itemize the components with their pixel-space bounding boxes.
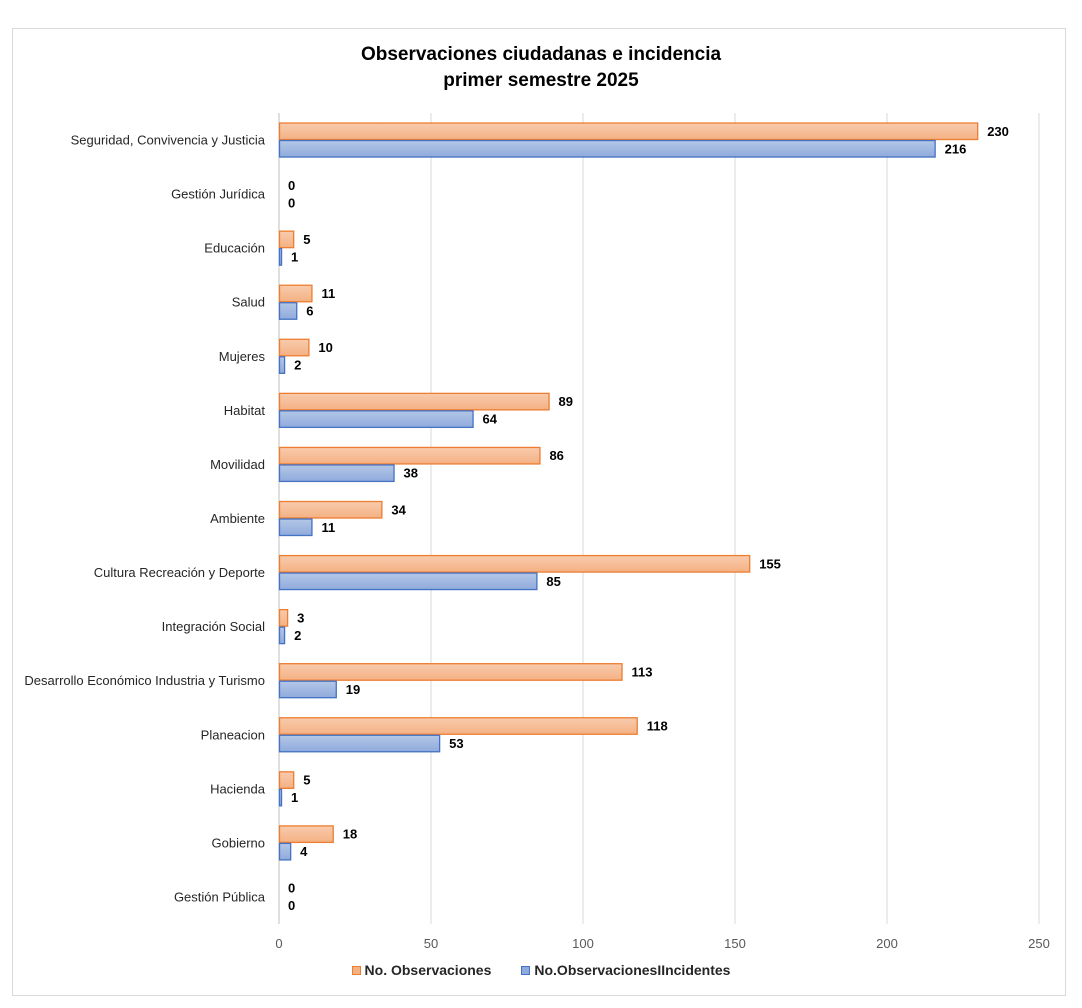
value-label-observaciones-9: 3 <box>297 610 304 625</box>
value-label-incidentes-3: 6 <box>306 303 313 318</box>
bar-observaciones-0 <box>278 122 979 141</box>
legend: No. Observaciones No.ObservacionesIIncid… <box>0 962 1082 978</box>
category-label-6: Movilidad <box>210 457 265 472</box>
bar-incidentes-11 <box>278 734 441 753</box>
bar-observaciones-7 <box>278 500 383 519</box>
bar-incidentes-13 <box>278 842 292 861</box>
value-label-observaciones-3: 11 <box>321 286 335 301</box>
legend-item-incidentes: No.ObservacionesIIncidentes <box>521 962 730 978</box>
bar-incidentes-2 <box>278 248 283 266</box>
value-label-observaciones-10: 113 <box>632 664 653 679</box>
value-label-observaciones-1: 0 <box>288 178 295 193</box>
value-label-incidentes-0: 216 <box>945 141 967 156</box>
category-label-0: Seguridad, Convivencia y Justicia <box>71 133 266 148</box>
bar-incidentes-4 <box>278 356 286 374</box>
value-label-observaciones-8: 155 <box>759 556 781 571</box>
value-label-incidentes-2: 1 <box>291 249 298 264</box>
legend-item-observaciones: No. Observaciones <box>351 962 492 978</box>
value-label-observaciones-2: 5 <box>303 232 310 247</box>
x-tick-label-150: 150 <box>724 936 746 951</box>
value-label-incidentes-13: 4 <box>300 844 308 859</box>
legend-label-observaciones: No. Observaciones <box>364 962 492 978</box>
category-label-11: Planeacion <box>201 727 265 742</box>
category-label-3: Salud <box>232 295 265 310</box>
value-label-incidentes-12: 1 <box>291 790 298 805</box>
bar-observaciones-2 <box>278 230 295 249</box>
bar-observaciones-8 <box>278 554 751 573</box>
value-label-incidentes-4: 2 <box>294 358 301 373</box>
bar-observaciones-12 <box>278 771 295 789</box>
bar-incidentes-12 <box>278 788 283 807</box>
category-label-9: Integración Social <box>162 619 265 634</box>
chart-title-line-2: primer semestre 2025 <box>443 70 639 91</box>
value-label-incidentes-14: 0 <box>288 898 295 913</box>
legend-swatch-observaciones <box>351 965 361 975</box>
value-label-incidentes-9: 2 <box>294 628 301 643</box>
value-label-observaciones-13: 18 <box>343 827 357 842</box>
category-label-10: Desarrollo Económico Industria y Turismo <box>24 673 265 688</box>
value-label-observaciones-6: 86 <box>549 448 563 463</box>
x-tick-label-200: 200 <box>876 936 898 951</box>
chart-title: Observaciones ciudadanas e incidencia pr… <box>0 42 1082 94</box>
category-label-5: Habitat <box>224 403 266 418</box>
value-label-incidentes-6: 38 <box>404 466 418 481</box>
legend-swatch-incidentes <box>521 965 531 975</box>
value-label-incidentes-10: 19 <box>346 682 360 697</box>
value-label-observaciones-11: 118 <box>647 719 668 734</box>
category-label-8: Cultura Recreación y Deporte <box>94 565 265 580</box>
value-label-observaciones-7: 34 <box>391 502 406 517</box>
category-label-2: Educación <box>204 241 265 256</box>
value-label-incidentes-11: 53 <box>449 736 463 751</box>
bar-incidentes-6 <box>278 464 395 483</box>
x-tick-label-0: 0 <box>275 936 282 951</box>
category-label-14: Gestión Pública <box>174 889 266 904</box>
bar-observaciones-9 <box>278 608 289 627</box>
bar-incidentes-5 <box>278 410 474 429</box>
bar-incidentes-9 <box>278 626 286 645</box>
category-label-4: Mujeres <box>219 349 266 364</box>
bar-incidentes-0 <box>278 139 936 158</box>
chart-frame <box>12 28 1066 996</box>
category-label-1: Gestión Jurídica <box>171 187 266 202</box>
value-label-observaciones-4: 10 <box>318 340 332 355</box>
category-label-7: Ambiente <box>210 511 265 526</box>
bar-incidentes-7 <box>278 518 313 537</box>
legend-label-incidentes: No.ObservacionesIIncidentes <box>534 962 731 978</box>
bar-observaciones-11 <box>278 717 638 735</box>
bars <box>278 122 979 861</box>
x-tick-label-50: 50 <box>424 936 438 951</box>
bar-incidentes-10 <box>278 680 337 699</box>
bar-observaciones-10 <box>278 663 623 681</box>
bar-incidentes-3 <box>278 302 298 320</box>
grid-lines <box>278 113 1040 924</box>
bar-incidentes-8 <box>278 572 538 591</box>
bar-observaciones-3 <box>278 284 313 303</box>
bar-observaciones-6 <box>278 446 541 465</box>
value-label-incidentes-7: 11 <box>321 520 335 535</box>
category-label-12: Hacienda <box>210 781 266 796</box>
x-tick-label-100: 100 <box>572 936 594 951</box>
category-label-13: Gobierno <box>212 835 265 850</box>
value-label-incidentes-1: 0 <box>288 195 295 210</box>
value-label-observaciones-14: 0 <box>288 881 295 896</box>
value-label-observaciones-5: 89 <box>559 394 573 409</box>
bar-observaciones-5 <box>278 392 550 411</box>
value-label-observaciones-0: 230 <box>987 124 1009 139</box>
x-tick-label-250: 250 <box>1028 936 1050 951</box>
value-label-incidentes-5: 64 <box>483 412 498 427</box>
bar-observaciones-4 <box>278 338 310 357</box>
value-label-observaciones-12: 5 <box>303 773 310 788</box>
value-label-incidentes-8: 85 <box>546 574 560 589</box>
chart-title-line-1: Observaciones ciudadanas e incidencia <box>360 44 722 65</box>
bar-observaciones-13 <box>278 825 334 844</box>
